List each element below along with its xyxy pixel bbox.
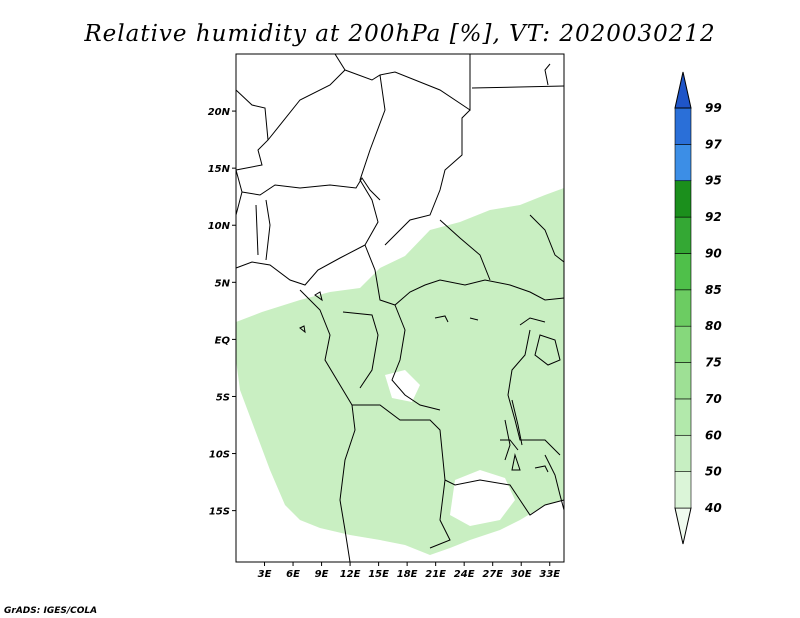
colorbar-label: 80 <box>705 319 722 333</box>
lon-tick-label: 15E <box>368 569 389 580</box>
lat-tick-label: 20N <box>208 107 231 118</box>
lon-tick-label: 21E <box>425 569 446 580</box>
colorbar-lower-triangle <box>674 507 692 545</box>
lon-tick-label: 27E <box>482 569 503 580</box>
colorbar-label: 70 <box>705 392 722 406</box>
map-frame <box>235 53 565 563</box>
colorbar: 40 50 60 70 75 80 85 90 92 95 97 99 <box>674 71 722 545</box>
lon-tick-label: 6E <box>286 569 300 580</box>
colorbar-label: 90 <box>705 246 722 260</box>
colorbar-segment <box>674 216 692 254</box>
colorbar-segment <box>674 362 692 400</box>
colorbar-label: 50 <box>705 465 722 479</box>
lon-tick-label: 24E <box>454 569 475 580</box>
colorbar-label: 99 <box>705 101 722 115</box>
lakes-islands <box>299 291 549 473</box>
lon-tick-label: 30E <box>511 569 532 580</box>
colorbar-label: 97 <box>705 137 722 151</box>
lat-tick-label: 10N <box>208 221 231 232</box>
colorbar-segment <box>674 253 692 291</box>
humidity-gaps <box>236 370 564 562</box>
lon-tick-label: 9E <box>315 569 329 580</box>
colorbar-segment <box>674 434 692 472</box>
longitude-ticks: 3E 6E 9E 12E 15E 18E 21E 24E 27E 30E 33E <box>258 562 560 580</box>
lon-tick-label: 18E <box>397 569 418 580</box>
lat-tick-label: 10S <box>209 450 230 461</box>
colorbar-label: 60 <box>705 428 722 442</box>
colorbar-segment <box>674 107 692 145</box>
lat-tick-label: 15N <box>208 164 231 175</box>
colorbar-segment <box>674 325 692 363</box>
lat-tick-label: 15S <box>209 507 230 518</box>
colorbar-label: 95 <box>705 174 722 188</box>
colorbar-label: 85 <box>705 283 722 297</box>
lat-tick-label: 5N <box>215 278 231 289</box>
lon-tick-label: 12E <box>340 569 361 580</box>
lon-tick-label: 3E <box>258 569 272 580</box>
lon-tick-label: 33E <box>539 569 560 580</box>
lat-tick-label: 5S <box>216 392 230 403</box>
colorbar-segment <box>674 471 692 509</box>
colorbar-label: 75 <box>705 356 722 370</box>
map-title: Relative humidity at 200hPa [%], VT: 202… <box>83 21 715 47</box>
country-borders <box>235 53 565 563</box>
colorbar-label: 40 <box>704 501 722 515</box>
map-panel: 3E 6E 9E 12E 15E 18E 21E 24E 27E 30E 33E 20N 15N 10N… <box>208 53 565 580</box>
colorbar-segment <box>674 398 692 436</box>
colorbar-segment <box>674 289 692 327</box>
colorbar-label: 92 <box>705 210 722 224</box>
colorbar-upper-triangle <box>674 71 692 109</box>
latitude-ticks: 20N 15N 10N 5N EQ 5S 10S 15S <box>208 107 236 518</box>
lat-tick-label: EQ <box>215 335 231 346</box>
grads-credit: GrADS: IGES/COLA <box>4 606 97 616</box>
colorbar-segment <box>674 144 692 182</box>
colorbar-segment <box>674 180 692 218</box>
